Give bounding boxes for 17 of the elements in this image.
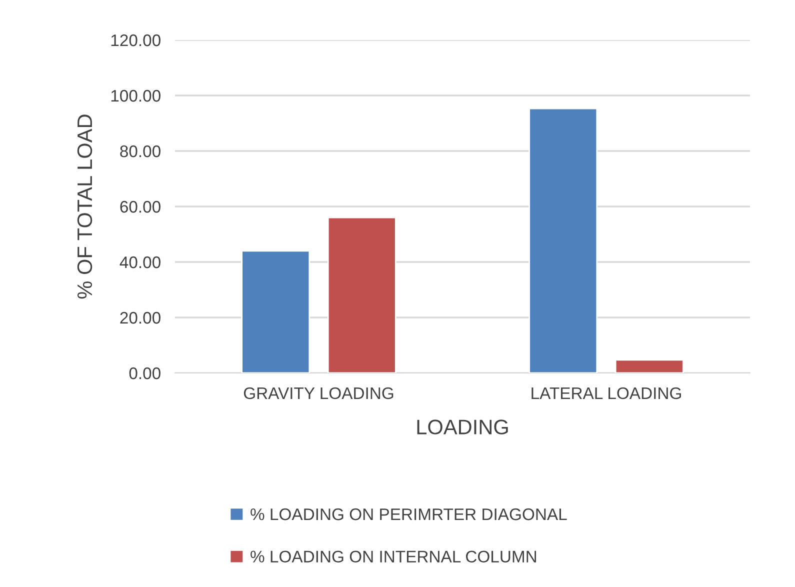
bar: [327, 216, 396, 373]
x-tick-label: GRAVITY LOADING: [244, 387, 394, 400]
y-tick-label: 60.00: [120, 200, 160, 213]
y-axis-title: % OF TOTAL LOAD: [77, 114, 92, 299]
x-tick-label: LATERAL LOADING: [532, 387, 681, 400]
x-axis-title: LOADING: [417, 420, 508, 434]
y-tick-label: 100.00: [111, 90, 160, 102]
y-tick-label: 20.00: [120, 312, 160, 324]
y-tick-label: 40.00: [120, 256, 160, 268]
bar: [528, 108, 598, 373]
bar: [614, 359, 684, 373]
legend-label: % LOADING ON INTERNAL COLUMN: [250, 550, 536, 562]
y-tick-label: 0.00: [129, 367, 160, 380]
y-tick-label: 80.00: [120, 145, 160, 158]
legend-label: % LOADING ON PERIMRTER DIAGONAL: [250, 508, 567, 520]
y-tick-label: 120.00: [111, 34, 160, 46]
bar: [241, 250, 310, 373]
